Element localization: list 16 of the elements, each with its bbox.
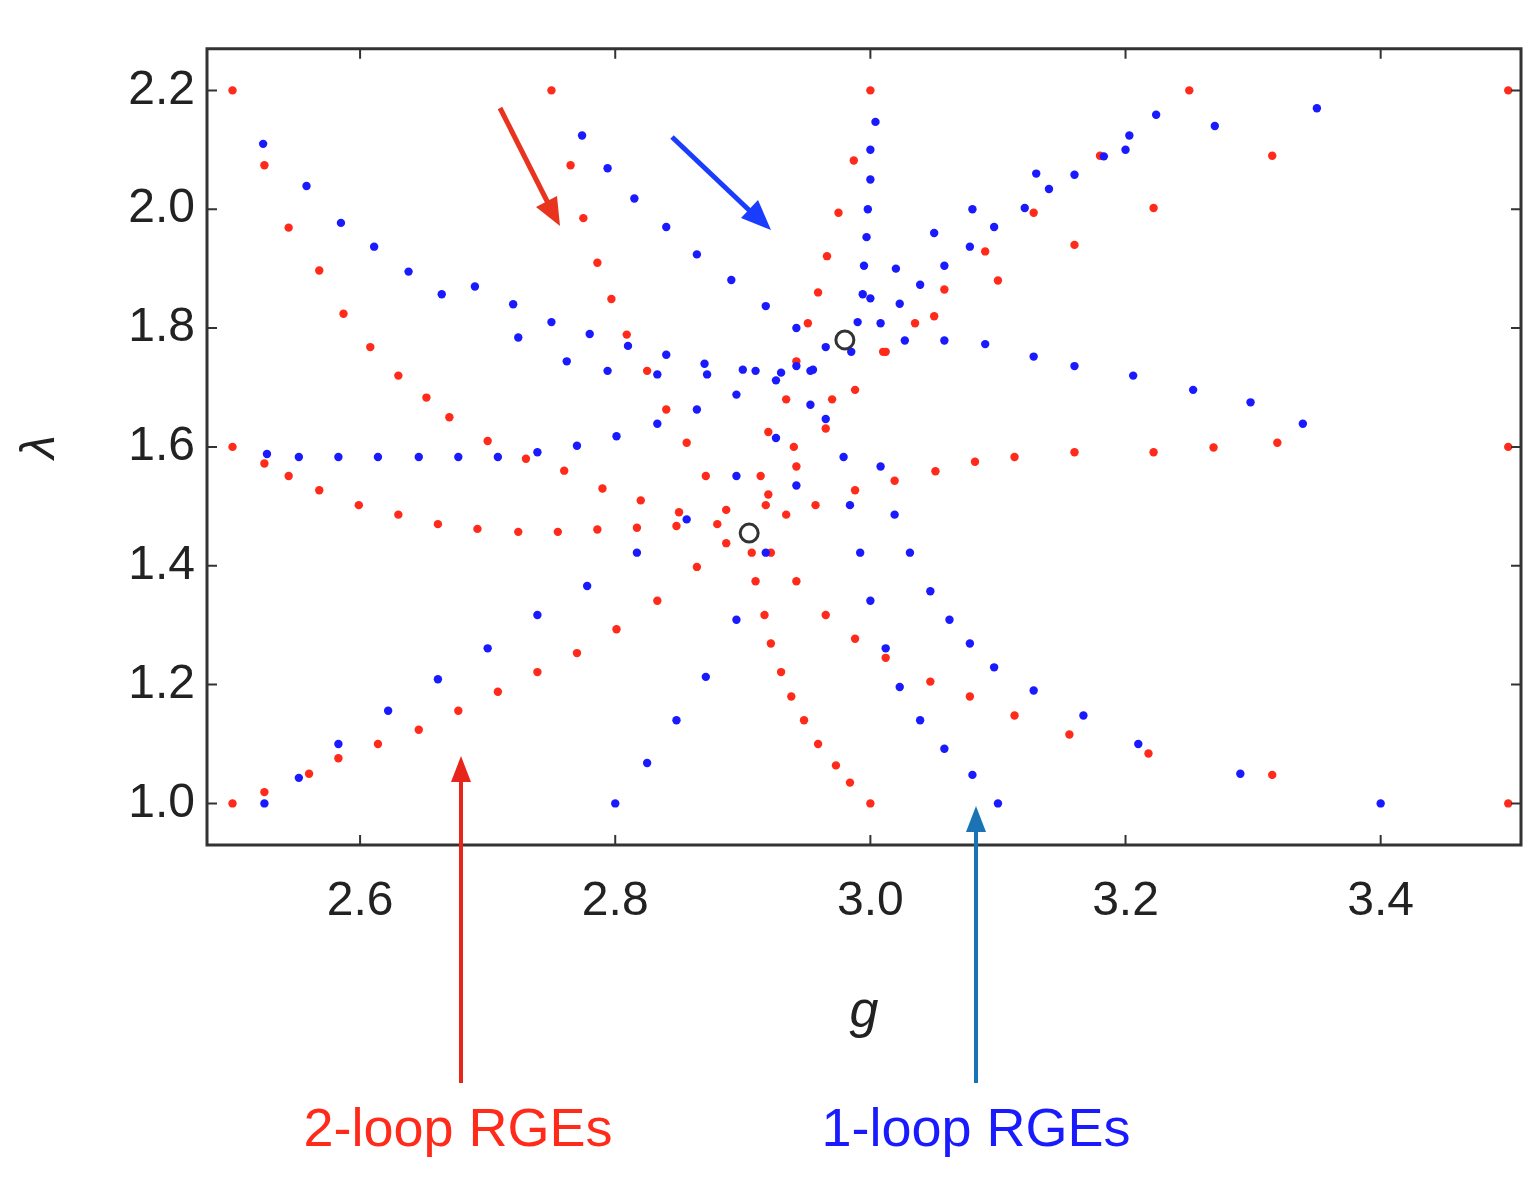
y-axis-title: λ (11, 435, 65, 462)
y-tick-label: 1.0 (128, 773, 195, 827)
x-tick-label: 2.8 (581, 872, 649, 926)
text: 1-loop RGEs (821, 1097, 1131, 1158)
y-tick-label: 1.8 (128, 298, 195, 352)
x-tick-label: 3.2 (1092, 872, 1159, 926)
x-axis-title: g (849, 980, 879, 1039)
y-tick-label: 1.2 (128, 654, 195, 708)
x-tick-label: 2.6 (326, 872, 394, 926)
y-tick-label: 2.2 (128, 60, 195, 114)
x-tick-label: 3.4 (1347, 872, 1415, 926)
y-tick-label: 1.6 (128, 417, 195, 471)
text: 2-loop RGEs (303, 1097, 613, 1158)
y-tick-label: 1.4 (128, 535, 195, 589)
x-tick-label: 3.0 (837, 872, 904, 926)
y-tick-label: 2.0 (128, 179, 195, 233)
